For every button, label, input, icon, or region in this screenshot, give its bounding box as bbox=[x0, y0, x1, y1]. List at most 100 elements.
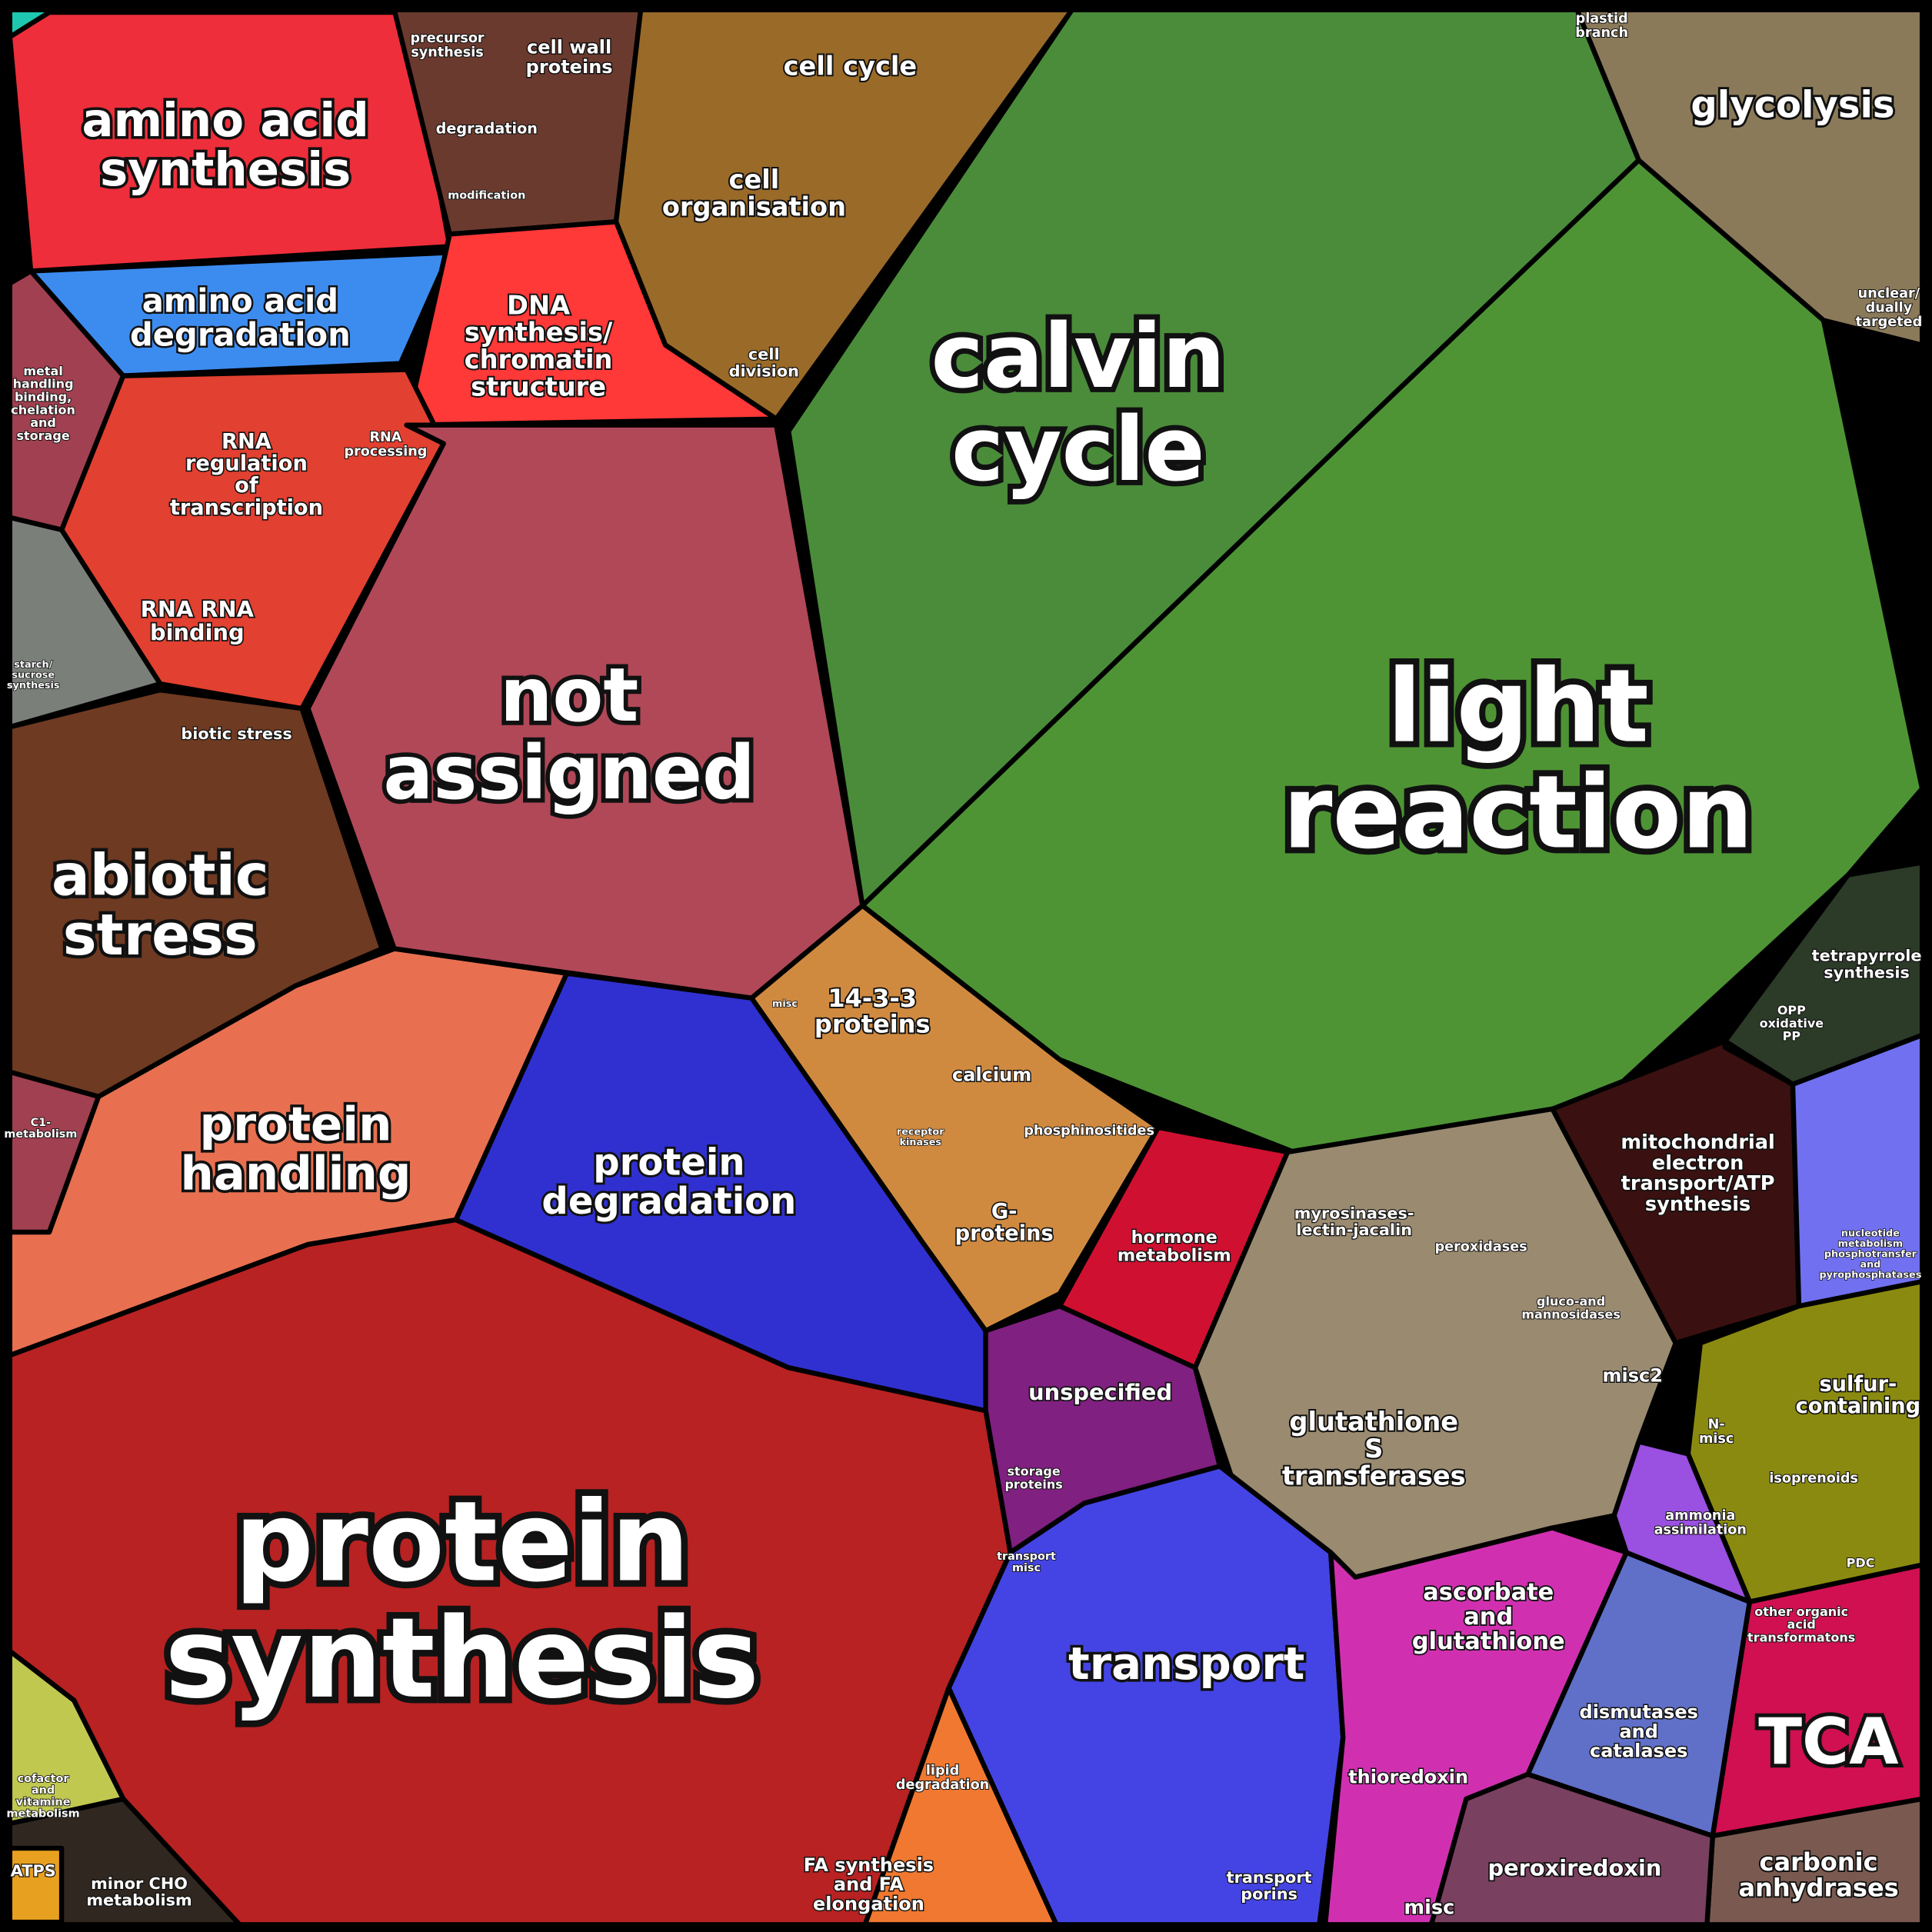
region-label: biotic stress bbox=[181, 724, 291, 743]
region-label: not bbox=[500, 652, 638, 738]
region-label: containing bbox=[1796, 1394, 1921, 1418]
region-label: lectin-jacalin bbox=[1296, 1221, 1412, 1239]
region-label: and bbox=[1464, 1604, 1513, 1631]
region-label: dually bbox=[1866, 301, 1913, 316]
region-label: degradation bbox=[896, 1777, 989, 1793]
region-label: vitamine bbox=[16, 1796, 71, 1808]
region-label: glutathione bbox=[1289, 1407, 1458, 1437]
region-label: proteins bbox=[814, 1010, 931, 1039]
region-label: G- bbox=[991, 1200, 1018, 1224]
region-label: organisation bbox=[662, 192, 846, 222]
region-label: proteins bbox=[955, 1222, 1054, 1246]
region-label: DNA bbox=[507, 290, 570, 320]
region-label: transformatons bbox=[1747, 1630, 1855, 1644]
region-label: assigned bbox=[383, 730, 754, 816]
region-label: metabolism bbox=[1838, 1238, 1903, 1250]
region-label: TCA bbox=[1758, 1704, 1899, 1779]
region-label: cell bbox=[748, 345, 780, 364]
region-label: modification bbox=[448, 190, 525, 202]
region-label: light bbox=[1387, 648, 1649, 765]
region-label: regulation bbox=[185, 452, 308, 476]
region-label: glycolysis bbox=[1690, 83, 1894, 126]
region-label: calvin bbox=[931, 305, 1226, 408]
region-label: metabolism bbox=[7, 1807, 80, 1820]
region-label: cell cycle bbox=[784, 52, 918, 82]
region-label: and FA bbox=[834, 1874, 904, 1895]
region-label: precursor bbox=[410, 31, 484, 46]
region-label: abiotic bbox=[52, 844, 269, 909]
region-label: amino acid bbox=[82, 93, 369, 148]
region-label: peroxiredoxin bbox=[1487, 1854, 1661, 1880]
region-label: starch/ bbox=[14, 659, 52, 671]
region-label: handling bbox=[13, 377, 74, 391]
region-label: synthesis bbox=[1824, 963, 1910, 981]
region-label: binding bbox=[150, 619, 245, 645]
region-label: phosphotransfer bbox=[1824, 1248, 1917, 1260]
region-label: misc bbox=[1699, 1431, 1734, 1447]
region-label: hormone bbox=[1131, 1227, 1217, 1247]
region-label: metabolism bbox=[4, 1128, 77, 1141]
region-label: porins bbox=[1241, 1885, 1297, 1904]
region-label: of bbox=[235, 474, 259, 498]
region-label: chromatin bbox=[465, 345, 613, 375]
region-label: transport bbox=[997, 1551, 1056, 1563]
region bbox=[1427, 1771, 1716, 1932]
region-label: branch bbox=[1575, 25, 1628, 41]
region bbox=[860, 1685, 1062, 1932]
region-label: sulfur- bbox=[1819, 1372, 1897, 1396]
region-label: binding, bbox=[15, 390, 72, 405]
region-label: storage bbox=[16, 428, 69, 443]
region-label: proteins bbox=[1004, 1477, 1062, 1491]
region-label: dismutases bbox=[1580, 1701, 1698, 1723]
region-label: protein bbox=[235, 1478, 690, 1607]
region-label: assimilation bbox=[1654, 1522, 1747, 1537]
region bbox=[1722, 860, 1925, 1087]
region-label: cell bbox=[729, 165, 780, 195]
region-label: mannosidases bbox=[1521, 1307, 1621, 1321]
region-label: thioredoxin bbox=[1348, 1767, 1468, 1788]
region-label: cofactor bbox=[18, 1773, 70, 1785]
region-label: reaction bbox=[1283, 754, 1754, 871]
region-label: anhydrases bbox=[1738, 1874, 1898, 1903]
region-label: PDC bbox=[1847, 1555, 1875, 1570]
region-label: myrosinases- bbox=[1294, 1204, 1414, 1222]
region-label: lipid bbox=[926, 1763, 959, 1778]
region-label: metal bbox=[23, 364, 63, 378]
region-label: and bbox=[1860, 1259, 1880, 1271]
region-label: glutathione bbox=[1412, 1628, 1565, 1655]
region-label: ATPS bbox=[11, 1862, 56, 1880]
region-label: oxidative bbox=[1760, 1016, 1824, 1031]
region-label: misc bbox=[1404, 1897, 1454, 1920]
region-label: phosphinositides bbox=[1024, 1124, 1154, 1139]
region-label: elongation bbox=[813, 1893, 924, 1914]
region-label: synthesis bbox=[1645, 1193, 1750, 1216]
region-label: peroxidases bbox=[1435, 1239, 1527, 1254]
region-label: degradation bbox=[541, 1180, 796, 1223]
region-label: proteins bbox=[526, 56, 613, 78]
region-label: 14-3-3 bbox=[828, 984, 917, 1013]
region-label: transferases bbox=[1282, 1461, 1466, 1491]
region-label: transport/ATP bbox=[1621, 1172, 1775, 1195]
region-label: synthesis/ bbox=[465, 318, 613, 348]
region-label: pyrophosphatases bbox=[1819, 1269, 1921, 1281]
region-label: misc bbox=[1012, 1562, 1041, 1574]
region-label: ascorbate bbox=[1423, 1579, 1554, 1606]
region-label: nucleotide bbox=[1841, 1227, 1900, 1239]
region-label: unclear/ bbox=[1858, 286, 1920, 301]
region-label: RNA RNA bbox=[141, 596, 255, 622]
region-label: synthesis bbox=[7, 680, 60, 691]
region-label: plastid bbox=[1576, 11, 1628, 26]
region-label: degradation bbox=[130, 315, 351, 353]
region-label: protein bbox=[200, 1098, 392, 1152]
region-label: handling bbox=[181, 1146, 411, 1201]
region bbox=[749, 903, 1161, 1334]
region-label: C1- bbox=[31, 1117, 52, 1129]
region-label: misc bbox=[772, 998, 798, 1010]
region-label: chelation bbox=[11, 402, 75, 417]
region-label: sucrose bbox=[12, 669, 55, 681]
region-label: unspecified bbox=[1028, 1379, 1172, 1405]
region-label: OPP bbox=[1777, 1003, 1806, 1018]
